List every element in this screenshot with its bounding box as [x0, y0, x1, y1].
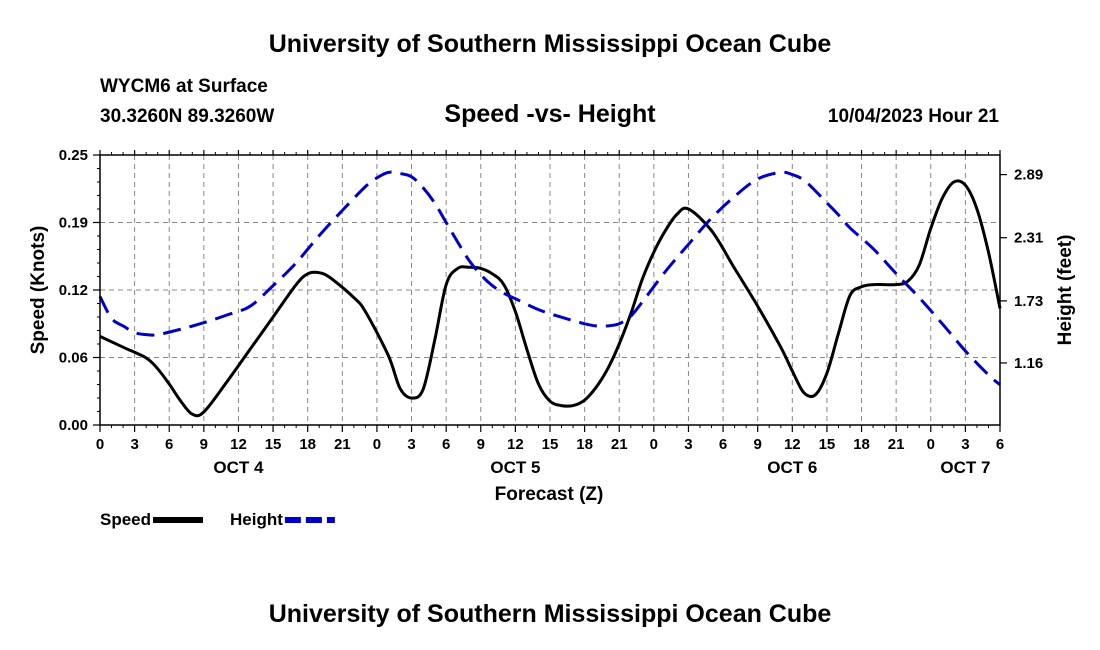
run-time-label: 10/04/2023 Hour 21 — [827, 106, 999, 127]
x-tick-label: 0 — [96, 436, 104, 453]
legend-label-height: Height — [230, 510, 283, 529]
x-tick-label: 15 — [819, 436, 836, 453]
y2-tick-label: 1.16 — [1014, 355, 1043, 372]
y2-tick-label: 1.73 — [1014, 293, 1043, 310]
x-tick-label: 15 — [265, 436, 282, 453]
grid — [100, 155, 1000, 425]
x-tick-label: 12 — [230, 436, 247, 453]
station-label: WYCM6 at Surface — [100, 76, 268, 97]
day-label: OCT 7 — [940, 458, 990, 477]
x-tick-label: 15 — [542, 436, 559, 453]
x-tick-label: 12 — [507, 436, 524, 453]
y-tick-label: 0.12 — [59, 282, 88, 299]
main-title: University of Southern Mississippi Ocean… — [268, 30, 832, 58]
x-tick-label: 3 — [407, 436, 415, 453]
chart-title: Speed -vs- Height — [444, 100, 656, 128]
x-tick-label: 6 — [719, 436, 727, 453]
x-tick-label: 3 — [684, 436, 692, 453]
x-tick-label: 21 — [888, 436, 905, 453]
day-label: OCT 4 — [213, 458, 264, 477]
x-axis-title: Forecast (Z) — [495, 484, 604, 505]
y-tick-label: 0.25 — [59, 147, 88, 164]
x-tick-label: 0 — [373, 436, 381, 453]
x-tick-label: 21 — [334, 436, 351, 453]
y2-tick-label: 2.89 — [1014, 167, 1043, 184]
x-tick-label: 9 — [477, 436, 485, 453]
legend-label-speed: Speed — [100, 510, 151, 529]
y-axis-title: Speed (Knots) — [28, 226, 49, 355]
coordinates-label: 30.3260N 89.3260W — [100, 106, 275, 127]
x-tick-label: 3 — [961, 436, 969, 453]
height-series-line — [98, 170, 1001, 386]
x-tick-label: 0 — [650, 436, 658, 453]
day-label: OCT 6 — [767, 458, 817, 477]
y2-tick-label: 2.31 — [1014, 230, 1043, 247]
x-tick-label: 9 — [200, 436, 208, 453]
y2-axis-title: Height (feet) — [1055, 235, 1076, 346]
x-tick-label: 21 — [611, 436, 628, 453]
x-tick-label: 6 — [165, 436, 173, 453]
y-tick-label: 0.19 — [59, 215, 88, 232]
x-tick-label: 3 — [130, 436, 138, 453]
x-tick-label: 6 — [442, 436, 450, 453]
y-tick-label: 0.06 — [59, 350, 88, 367]
legend: Speed Height — [100, 510, 335, 529]
x-tick-label: 12 — [784, 436, 801, 453]
y-tick-label: 0.00 — [59, 417, 88, 434]
x-tick-label: 18 — [299, 436, 316, 453]
footer-title: University of Southern Mississippi Ocean… — [268, 600, 832, 628]
series — [98, 170, 1002, 418]
x-tick-label: 18 — [576, 436, 593, 453]
plot-frame — [99, 154, 1001, 426]
axis-labels: 0 3 6 9 12 15 18 21 0 3 6 9 12 15 18 21 0 3 6 9 12 15 18 21 0 3 6O… — [59, 147, 1043, 477]
speed-series-line — [99, 179, 1002, 418]
x-tick-label: 9 — [754, 436, 762, 453]
x-tick-label: 18 — [853, 436, 870, 453]
day-label: OCT 5 — [490, 458, 540, 477]
x-tick-label: 6 — [996, 436, 1004, 453]
x-tick-label: 0 — [927, 436, 935, 453]
